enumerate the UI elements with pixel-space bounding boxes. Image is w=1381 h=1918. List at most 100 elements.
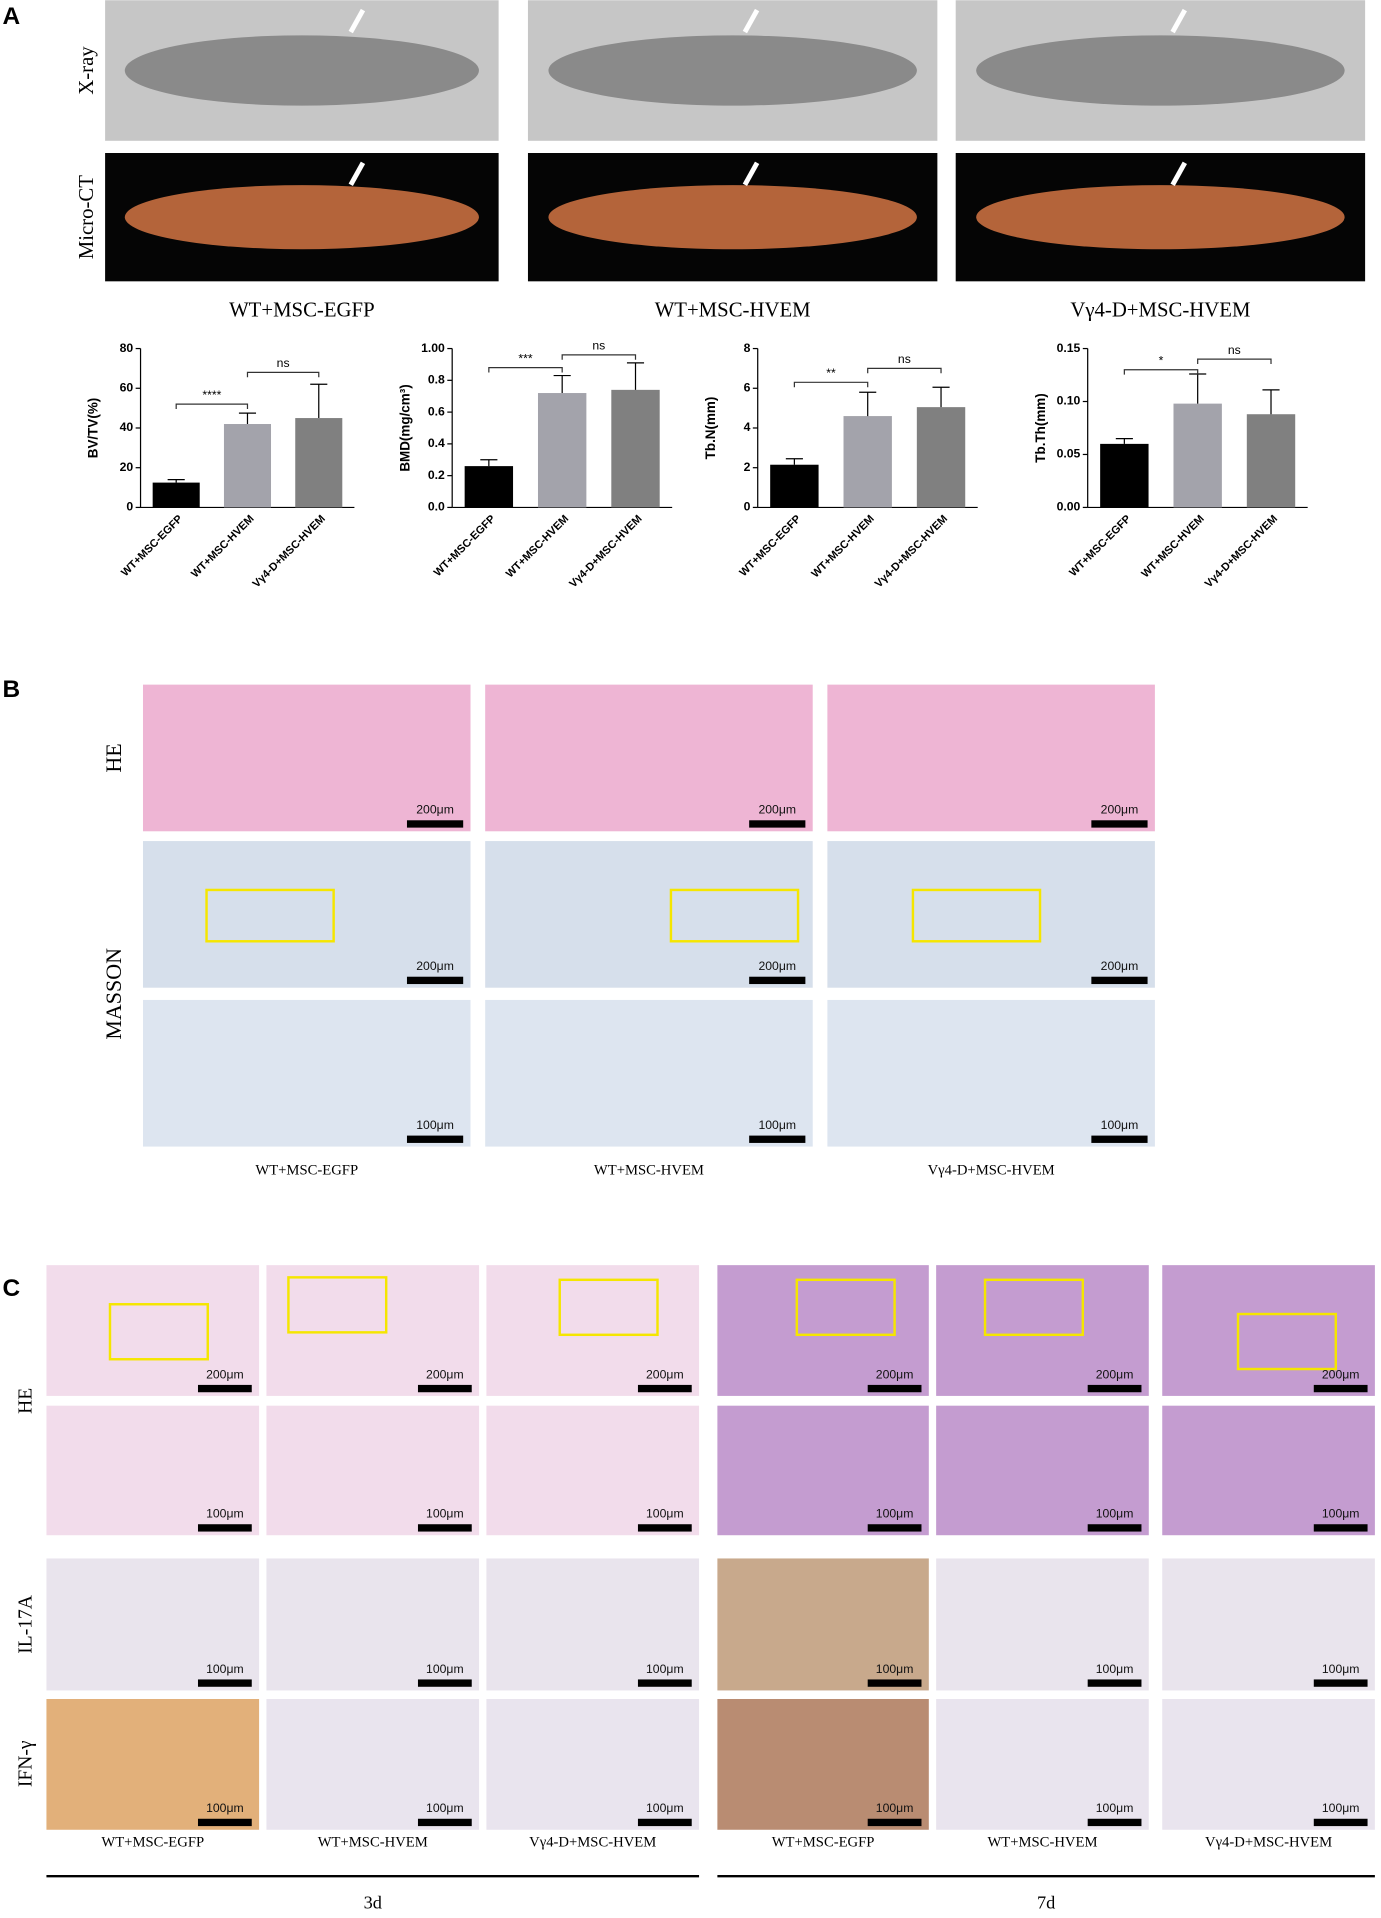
scale-bar-label: 100μm bbox=[1322, 1801, 1360, 1815]
histology-image bbox=[266, 1405, 480, 1536]
histology-image bbox=[1162, 1558, 1375, 1691]
significance-label: ns bbox=[1228, 343, 1241, 357]
arrow bbox=[1170, 161, 1187, 186]
scale-bar bbox=[197, 1818, 252, 1827]
y-tick-label: 0.2 bbox=[428, 468, 445, 482]
bone bbox=[976, 35, 1345, 106]
panel-label: B bbox=[2, 676, 20, 703]
group-label: WT+MSC-EGFP bbox=[772, 1835, 875, 1851]
bar bbox=[223, 424, 272, 508]
row-label: IFN-γ bbox=[15, 1740, 36, 1787]
arrow bbox=[348, 8, 366, 34]
row-label: X-ray bbox=[75, 46, 98, 95]
scale-bar-label: 200μm bbox=[758, 959, 796, 973]
x-tick-label: WT+MSC-HVEM bbox=[189, 513, 256, 580]
bar bbox=[843, 416, 892, 508]
y-tick-label: 0.15 bbox=[1057, 341, 1081, 355]
histology-image bbox=[485, 999, 813, 1147]
scale-bar-label: 100μm bbox=[206, 1662, 244, 1676]
histology-image bbox=[827, 684, 1155, 832]
zoom-box bbox=[669, 888, 800, 943]
scale-bar-label: 200μm bbox=[1322, 1367, 1360, 1381]
scale-bar-label: 200μm bbox=[1101, 959, 1139, 973]
error-bar bbox=[785, 458, 803, 465]
scale-bar-label: 100μm bbox=[426, 1507, 464, 1521]
row-label: IL-17A bbox=[15, 1595, 36, 1654]
significance-label: *** bbox=[518, 351, 533, 365]
scale-bar-label: 200μm bbox=[646, 1367, 684, 1381]
group-label: Vγ4-D+MSC-HVEM bbox=[529, 1835, 656, 1851]
histology-image bbox=[936, 1698, 1149, 1830]
histology-image bbox=[717, 1405, 929, 1536]
row-label: MASSON bbox=[101, 948, 126, 1040]
x-tick-label: Vγ4-D+MSC-HVEM bbox=[873, 513, 950, 590]
y-tick-label: 40 bbox=[120, 420, 134, 434]
scale-bar bbox=[867, 1384, 922, 1393]
histology-image bbox=[46, 1558, 260, 1691]
y-tick-label: 0 bbox=[126, 500, 133, 514]
scale-bar-label: 100μm bbox=[426, 1662, 464, 1676]
x-tick-label: WT+MSC-HVEM bbox=[809, 513, 876, 580]
histology-image bbox=[266, 1265, 480, 1396]
histology-image bbox=[827, 999, 1155, 1147]
scale-bar-label: 200μm bbox=[876, 1367, 914, 1381]
arrow bbox=[742, 161, 760, 186]
scale-bar bbox=[1313, 1818, 1368, 1827]
scale-bar bbox=[197, 1679, 252, 1687]
panel-label: A bbox=[2, 3, 20, 30]
bone bbox=[976, 185, 1345, 250]
histology-image bbox=[1162, 1698, 1375, 1830]
histology-image bbox=[485, 841, 813, 988]
significance-label: ** bbox=[826, 366, 836, 380]
error-bar bbox=[1262, 389, 1280, 415]
arrow bbox=[348, 161, 366, 186]
bar bbox=[1100, 443, 1149, 508]
x-tick-label: WT+MSC-EGFP bbox=[119, 513, 185, 579]
histology-image bbox=[46, 1265, 260, 1396]
y-tick-label: 0.05 bbox=[1057, 447, 1081, 461]
scale-bar bbox=[637, 1524, 692, 1532]
y-axis-label: Tb.Th(mm) bbox=[1033, 393, 1048, 462]
scale-bar-label: 100μm bbox=[876, 1662, 914, 1676]
scale-bar-label: 200μm bbox=[758, 803, 796, 817]
histology-image bbox=[46, 1405, 260, 1536]
zoom-box bbox=[795, 1278, 896, 1337]
significance-label: * bbox=[1159, 353, 1164, 367]
histology-image bbox=[266, 1698, 480, 1830]
error-bar bbox=[859, 391, 877, 417]
panel-label: C bbox=[2, 1275, 20, 1302]
scale-bar bbox=[406, 976, 464, 985]
zoom-box bbox=[108, 1303, 209, 1361]
zoom-box bbox=[983, 1278, 1085, 1337]
group-label: Vγ4-D+MSC-HVEM bbox=[1205, 1835, 1332, 1851]
scale-bar bbox=[417, 1818, 472, 1827]
scale-bar bbox=[749, 820, 806, 828]
y-tick-label: 0.6 bbox=[428, 404, 445, 418]
bar bbox=[916, 407, 966, 508]
x-tick-label: Vγ4-D+MSC-HVEM bbox=[1203, 513, 1280, 590]
scale-bar bbox=[1087, 1679, 1142, 1687]
time-label: 7d bbox=[1037, 1893, 1055, 1913]
bar bbox=[295, 418, 343, 508]
histology-image bbox=[142, 999, 471, 1147]
scale-bar-label: 100μm bbox=[646, 1507, 684, 1521]
scale-bar-label: 100μm bbox=[646, 1662, 684, 1676]
scale-bar-label: 200μm bbox=[416, 959, 454, 973]
error-bar bbox=[1189, 373, 1207, 404]
scale-bar-label: 100μm bbox=[1096, 1507, 1134, 1521]
row-label: HE bbox=[15, 1388, 36, 1414]
scale-bar bbox=[1087, 1818, 1142, 1827]
bar bbox=[611, 389, 660, 508]
histology-image bbox=[717, 1558, 929, 1691]
y-tick-label: 0.4 bbox=[428, 436, 445, 450]
y-tick-label: 8 bbox=[744, 341, 751, 355]
zoom-box bbox=[287, 1276, 388, 1334]
scale-bar-label: 100μm bbox=[416, 1118, 454, 1132]
scale-bar-label: 200μm bbox=[416, 803, 454, 817]
histology-image bbox=[827, 841, 1155, 988]
arrow bbox=[1170, 8, 1187, 34]
error-bar bbox=[167, 479, 185, 483]
bar bbox=[1246, 414, 1296, 508]
scale-bar-label: 100μm bbox=[758, 1118, 796, 1132]
bone bbox=[548, 35, 917, 106]
